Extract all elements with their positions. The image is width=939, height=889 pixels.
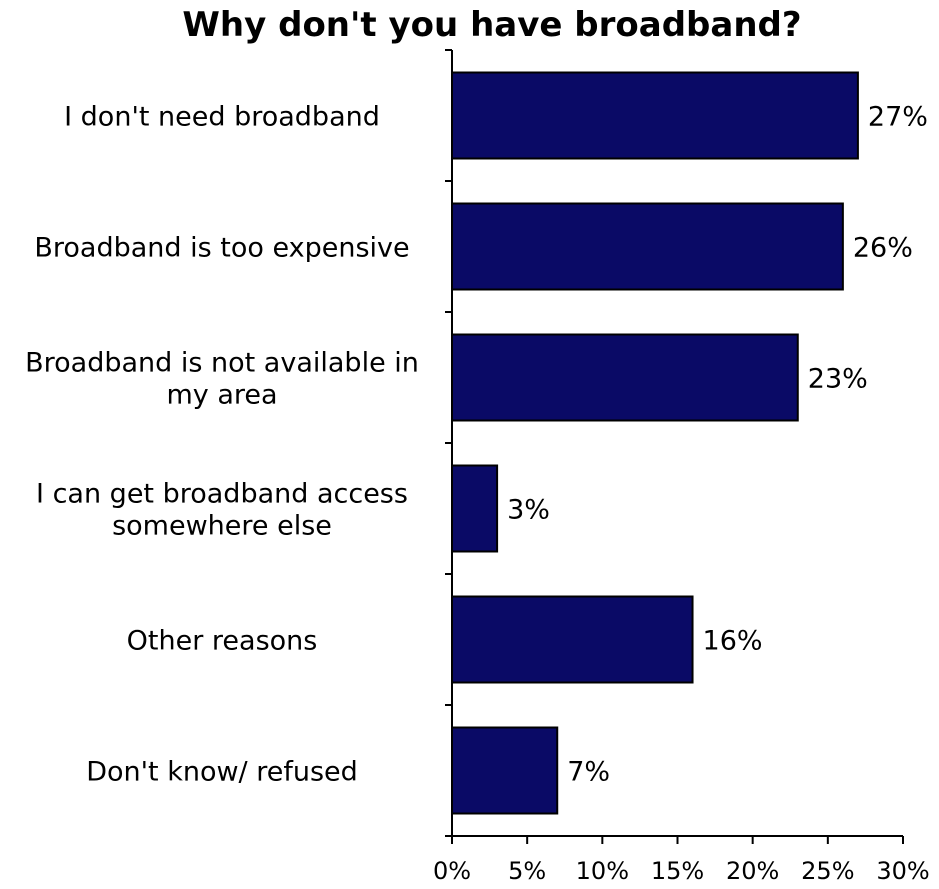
x-tick-label-4: 20% — [726, 857, 779, 885]
category-label-0: I don't need broadband — [64, 102, 380, 133]
value-label-2: 23% — [808, 364, 868, 395]
category-label-1: Broadband is too expensive — [34, 233, 409, 264]
value-label-3: 3% — [507, 495, 550, 526]
plot-area: 27% I don't need broadband 26% Broadband is… — [25, 49, 930, 885]
bar-5 — [451, 726, 559, 815]
bar-0 — [451, 71, 859, 160]
bar-2 — [451, 333, 799, 422]
value-label-4: 16% — [703, 626, 763, 657]
x-tick-label-6: 30% — [876, 857, 929, 885]
x-tick-label-1: 5% — [508, 857, 546, 885]
x-tick-label-5: 25% — [801, 857, 854, 885]
value-label-1: 26% — [853, 233, 913, 264]
category-label-4: Other reasons — [127, 626, 318, 657]
x-tick-label-0: 0% — [433, 857, 471, 885]
category-label-3: I can get broadband access somewhere else — [36, 479, 408, 542]
value-label-0: 27% — [868, 102, 928, 133]
bar-3 — [451, 464, 499, 553]
bar-1 — [451, 202, 844, 291]
category-label-5: Don't know/ refused — [86, 757, 358, 788]
x-tick-label-3: 15% — [651, 857, 704, 885]
x-tick-label-2: 10% — [576, 857, 629, 885]
chart-title: Why don't you have broadband? — [182, 5, 801, 45]
bar-4 — [451, 595, 694, 684]
category-label-2: Broadband is not available in my area — [25, 348, 419, 411]
value-label-5: 7% — [567, 757, 610, 788]
